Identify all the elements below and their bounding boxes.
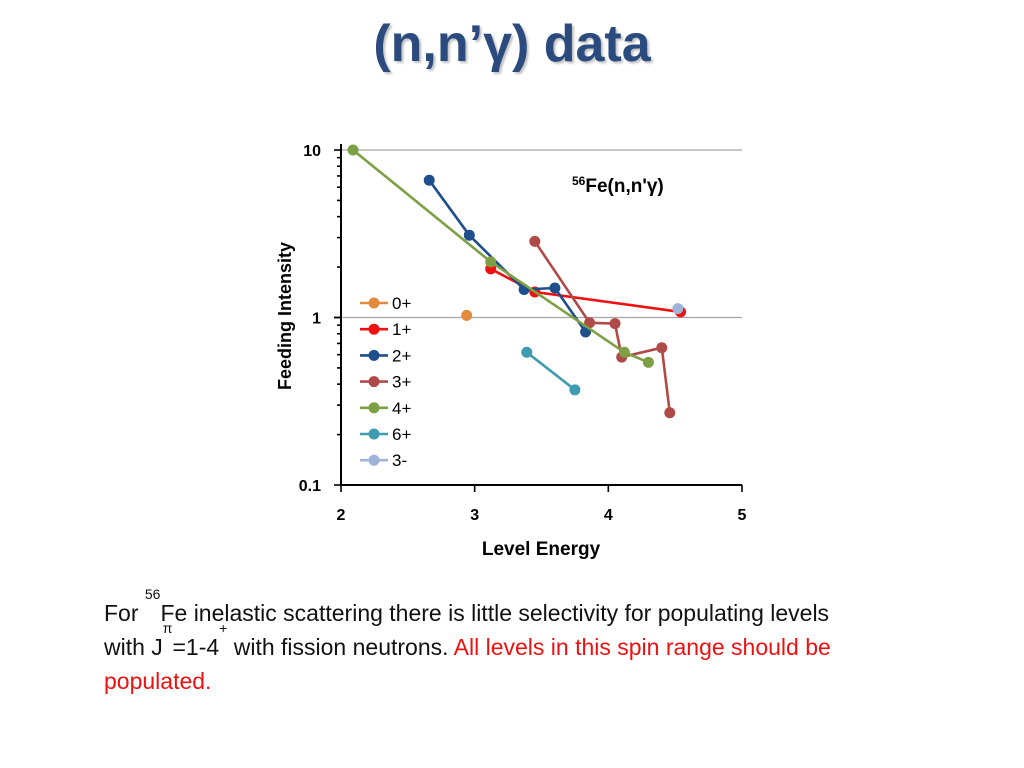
series-line-3+ <box>533 240 672 413</box>
x-tick-label-2: 2 <box>337 507 346 524</box>
x-tick-label-3: 3 <box>470 507 479 524</box>
series-3- <box>672 303 684 315</box>
legend-marker-3+ <box>368 376 380 388</box>
chart-tick-labels: 0.1 1 10 2 3 4 5 <box>299 143 747 524</box>
legend-item-1+: 1+ <box>360 320 411 339</box>
data-point-0+-0 <box>461 309 473 321</box>
data-point-3+-0 <box>529 235 541 247</box>
legend-label-0+: 0+ <box>392 294 411 313</box>
legend-marker-1+ <box>368 323 380 335</box>
legend-marker-3- <box>368 454 380 466</box>
legend-label-3+: 3+ <box>392 373 411 392</box>
caption-highlight-1: All levels in this spin range should be <box>453 634 831 660</box>
series-3+ <box>529 235 676 419</box>
caption-line2-pre: with J <box>104 634 163 660</box>
chart-series <box>347 144 687 419</box>
legend-label-4+: 4+ <box>392 399 411 418</box>
x-tick-label-4: 4 <box>604 507 613 524</box>
annotation-superscript: 56 <box>572 174 586 188</box>
data-point-4+-2 <box>618 346 630 358</box>
slide-caption: For 56Fe inelastic scattering there is l… <box>104 587 964 698</box>
chart-annotation: 56Fe(n,n'γ) <box>572 174 664 197</box>
legend-item-2+: 2+ <box>360 346 411 365</box>
y-tick-label-10: 10 <box>303 143 321 160</box>
legend-item-6+: 6+ <box>360 425 411 444</box>
caption-highlight-2: populated. <box>104 668 212 694</box>
chart-gridlines <box>341 149 742 319</box>
data-point-4+-3 <box>642 356 654 368</box>
legend-item-4+: 4+ <box>360 399 411 418</box>
caption-line1-pre: For <box>104 600 145 626</box>
caption-line2-sup-plus: + <box>219 620 228 636</box>
series-1+ <box>485 263 687 318</box>
data-point-2+-0 <box>423 174 435 186</box>
legend-marker-6+ <box>368 428 380 440</box>
data-point-3+-2 <box>609 318 621 330</box>
y-axis-label: Feeding Intensity <box>275 242 295 390</box>
data-point-3+-5 <box>664 407 676 419</box>
legend-label-1+: 1+ <box>392 320 411 339</box>
caption-line2-post: with fission neutrons. <box>227 634 454 660</box>
annotation-text: Fe(n,n'γ) <box>585 176 663 197</box>
data-point-6+-0 <box>521 346 533 358</box>
caption-line1-post: Fe inelastic scattering there is little … <box>160 600 830 626</box>
legend-label-3-: 3- <box>392 451 407 470</box>
page-title: (n,n’γ) data <box>373 15 651 73</box>
chart-legend: 0+ 1+ 2+ 3+ 4+ 6+ 3- <box>360 294 411 470</box>
y-tick-label-0.1: 0.1 <box>299 478 321 495</box>
x-tick-label-5: 5 <box>738 507 747 524</box>
caption-line1-sup: 56 <box>144 586 161 602</box>
legend-item-3-: 3- <box>360 451 407 470</box>
legend-label-2+: 2+ <box>392 346 411 365</box>
legend-marker-2+ <box>368 349 380 361</box>
caption-line2-sup-pi: π <box>162 620 173 636</box>
data-point-4+-1 <box>485 256 497 268</box>
caption-line2-mid: =1-4 <box>172 634 220 660</box>
legend-marker-0+ <box>368 297 380 309</box>
x-axis-label: Level Energy <box>482 539 601 560</box>
series-line-6+ <box>526 351 576 391</box>
data-point-2+-3 <box>549 282 561 294</box>
y-tick-label-1: 1 <box>312 311 321 328</box>
legend-marker-4+ <box>368 402 380 414</box>
series-line-4+ <box>352 148 649 364</box>
series-4+ <box>347 144 654 368</box>
data-point-3--0 <box>672 303 684 315</box>
legend-label-6+: 6+ <box>392 425 411 444</box>
data-point-6+-1 <box>569 384 581 396</box>
series-0+ <box>461 309 473 321</box>
data-point-4+-0 <box>347 144 359 156</box>
data-point-2+-1 <box>463 229 475 241</box>
legend-item-3+: 3+ <box>360 373 411 392</box>
series-6+ <box>521 346 581 396</box>
legend-item-0+: 0+ <box>360 294 411 313</box>
data-point-3+-4 <box>656 342 668 354</box>
chart-tick-marks <box>334 149 743 492</box>
